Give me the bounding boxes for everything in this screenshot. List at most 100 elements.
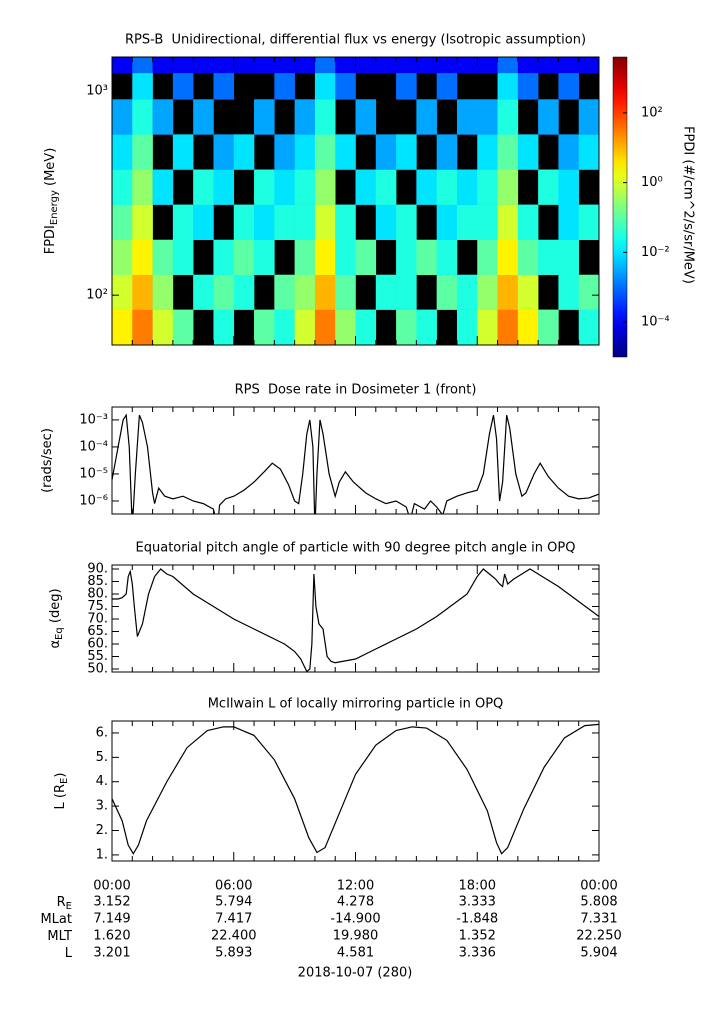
plot-area [112, 723, 599, 855]
ephemeris-value: 7.417 [215, 912, 252, 927]
heat-cell [274, 204, 295, 241]
heat-cell [172, 204, 194, 241]
heat-cell [497, 134, 519, 170]
ephemeris-value: 4.581 [337, 946, 374, 961]
heat-cell [517, 134, 539, 170]
heat-cell [477, 274, 498, 310]
heat-cell [517, 72, 539, 100]
ephemeris-value: 7.149 [93, 912, 130, 927]
heat-cell [355, 309, 377, 345]
x-tick-label: 00:00 [580, 879, 617, 894]
heat-cell [112, 309, 133, 345]
ephemeris-value: 1.620 [93, 929, 130, 944]
heat-cell [213, 72, 235, 100]
colorbar-tick-label: 10⁻⁴ [641, 315, 670, 330]
heat-cell [314, 239, 336, 276]
heat-cell [213, 57, 235, 74]
heat-cell [132, 169, 153, 205]
heat-cell [314, 309, 336, 345]
heat-cell [558, 239, 580, 276]
label-part: (rads/sec) [40, 428, 55, 493]
heat-cell [578, 99, 599, 135]
plot-frame [111, 720, 600, 862]
heat-cell [294, 309, 316, 345]
ephemeris-value: 22.400 [211, 929, 257, 944]
heat-cell [436, 169, 458, 205]
y-tick-label: 80. [87, 587, 108, 602]
heat-cell [517, 204, 539, 241]
data-line [112, 413, 599, 514]
heat-cell [396, 239, 417, 276]
heat-cell [132, 57, 153, 74]
y-tick-label: 3. [96, 799, 108, 814]
heat-cell [152, 239, 174, 276]
heat-cell [132, 99, 153, 135]
panel-title: RPS-B Unidirectional, differential flux … [125, 33, 586, 48]
heat-cell [274, 274, 295, 310]
ephemeris-value: 3.152 [93, 895, 130, 910]
heat-cell [558, 204, 580, 241]
heat-cell [517, 274, 539, 310]
heat-cell [456, 169, 478, 205]
y-tick-label: 75. [87, 599, 108, 614]
heat-cell [213, 169, 235, 205]
heat-cell [497, 239, 519, 276]
heat-cell [254, 204, 275, 241]
y-tick-label: 10² [86, 288, 108, 303]
heat-cell [172, 134, 194, 170]
ephemeris-value: 1.352 [459, 929, 496, 944]
label-part: MLT [47, 929, 72, 944]
y-tick-label: 10⁻⁵ [79, 466, 108, 481]
heat-cell [558, 72, 580, 100]
heat-cell [294, 204, 316, 241]
heat-cell [456, 309, 478, 345]
ephemeris-value: 3.333 [459, 895, 496, 910]
heat-cell [517, 57, 539, 74]
heat-cell [314, 204, 336, 241]
heat-cell [335, 309, 356, 345]
heat-cell [456, 204, 478, 241]
heat-cell [497, 169, 519, 205]
heat-cell [396, 57, 417, 74]
heat-cell [558, 57, 580, 74]
heat-cell [335, 134, 356, 170]
heat-cell [375, 57, 397, 74]
heat-cell [355, 239, 377, 276]
heat-cell [152, 99, 174, 135]
label-part: ) [53, 773, 68, 778]
y-tick-label: 2. [96, 823, 108, 838]
heat-cell [396, 309, 417, 345]
data-line [112, 568, 599, 672]
y-tick-label: 10⁻⁶ [79, 493, 108, 508]
label-part: L [65, 946, 73, 961]
y-tick-label: 4. [96, 774, 108, 789]
plot-area [112, 568, 599, 672]
heat-cell [538, 309, 559, 345]
y-axis-label: αEq (deg) [48, 588, 66, 648]
heat-cell [375, 169, 397, 205]
plot-area [112, 413, 599, 514]
label-part: (MeV) [43, 148, 58, 190]
heat-cell [213, 309, 235, 345]
plot-area [112, 57, 599, 345]
heat-cell [477, 239, 498, 276]
y-axis-label: FPDIEnergy (MeV) [43, 148, 61, 255]
x-tick-label: 12:00 [337, 879, 374, 894]
y-tick-label: 6. [96, 725, 108, 740]
heat-cell [335, 72, 356, 100]
heat-cell [517, 309, 539, 345]
ephemeris-value: 5.794 [215, 895, 252, 910]
heat-cell [456, 99, 478, 135]
heat-cell [578, 57, 599, 74]
heat-cell [132, 274, 153, 310]
heat-cell [254, 99, 275, 135]
heat-cell [213, 134, 235, 170]
heat-cell [314, 57, 336, 74]
ephemeris-value: 4.278 [337, 895, 374, 910]
heat-cell [132, 239, 153, 276]
colorbar-tick-label: 10⁰ [641, 175, 663, 190]
y-tick-label: 85. [87, 574, 108, 589]
heat-cell [314, 274, 336, 310]
panel-title: RPS Dose rate in Dosimeter 1 (front) [235, 383, 477, 398]
